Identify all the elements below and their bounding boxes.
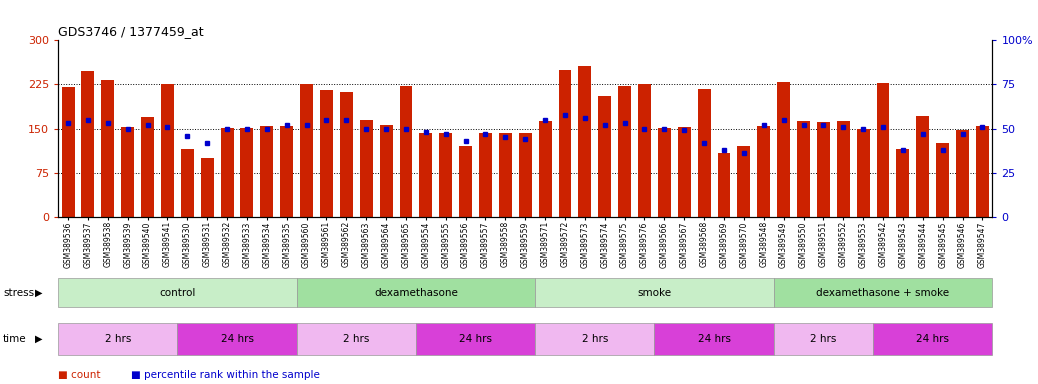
Text: 24 hrs: 24 hrs [459, 334, 492, 344]
Bar [638, 84, 651, 217]
Bar [181, 149, 194, 217]
Text: 2 hrs: 2 hrs [811, 334, 837, 344]
Bar [241, 128, 253, 217]
Text: 24 hrs: 24 hrs [220, 334, 253, 344]
Text: 24 hrs: 24 hrs [917, 334, 949, 344]
Bar [300, 84, 313, 217]
Bar [121, 127, 134, 217]
Bar [658, 128, 671, 217]
Bar [339, 92, 353, 217]
Bar [459, 146, 472, 217]
Bar [876, 83, 890, 217]
Text: time: time [3, 334, 27, 344]
Text: 2 hrs: 2 hrs [344, 334, 370, 344]
Bar [956, 130, 968, 217]
Bar [777, 82, 790, 217]
Bar [81, 71, 94, 217]
Bar [539, 121, 551, 217]
Text: ■ percentile rank within the sample: ■ percentile rank within the sample [131, 370, 320, 380]
Bar [897, 149, 909, 217]
Bar [221, 128, 234, 217]
Bar [439, 133, 453, 217]
Bar [619, 86, 631, 217]
Text: smoke: smoke [637, 288, 672, 298]
Bar [917, 116, 929, 217]
Bar [102, 80, 114, 217]
Bar [598, 96, 611, 217]
Text: dexamethasone + smoke: dexamethasone + smoke [817, 288, 950, 298]
Bar [758, 126, 770, 217]
Bar [161, 84, 174, 217]
Text: dexamethasone: dexamethasone [374, 288, 458, 298]
Bar [499, 133, 512, 217]
Bar [678, 127, 690, 217]
Bar [380, 124, 392, 217]
Bar [200, 158, 214, 217]
Bar [360, 120, 373, 217]
Bar [280, 126, 293, 217]
Bar [261, 126, 273, 217]
Bar [737, 146, 750, 217]
Text: ■ count: ■ count [58, 370, 101, 380]
Bar [558, 70, 572, 217]
Bar [519, 133, 531, 217]
Bar [717, 153, 731, 217]
Bar [856, 129, 870, 217]
Text: 24 hrs: 24 hrs [698, 334, 731, 344]
Bar [320, 90, 333, 217]
Bar [976, 126, 989, 217]
Text: control: control [159, 288, 195, 298]
Bar [817, 122, 829, 217]
Text: ▶: ▶ [35, 288, 43, 298]
Text: GDS3746 / 1377459_at: GDS3746 / 1377459_at [58, 25, 203, 38]
Bar [837, 121, 850, 217]
Bar [936, 143, 949, 217]
Text: 2 hrs: 2 hrs [105, 334, 131, 344]
Bar [479, 133, 492, 217]
Bar [400, 86, 412, 217]
Bar [61, 88, 75, 217]
Text: stress: stress [3, 288, 34, 298]
Bar [419, 133, 432, 217]
Text: ▶: ▶ [35, 334, 43, 344]
Bar [141, 117, 154, 217]
Bar [578, 66, 592, 217]
Text: 2 hrs: 2 hrs [581, 334, 608, 344]
Bar [797, 121, 810, 217]
Bar [698, 89, 711, 217]
